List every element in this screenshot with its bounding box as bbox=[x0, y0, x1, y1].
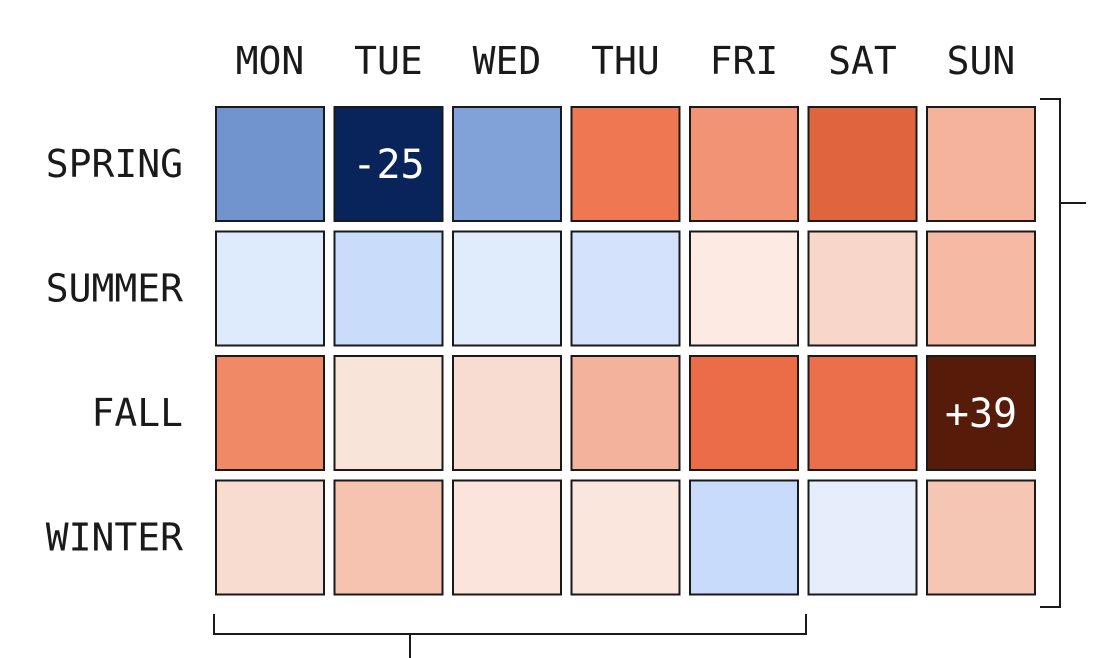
heatmap-cell-fall-mon bbox=[215, 355, 325, 471]
heatmap-cell-summer-sun bbox=[926, 230, 1036, 347]
season-label-spring: SPRING bbox=[46, 142, 183, 186]
heatmap-cell-summer-thu bbox=[570, 230, 681, 347]
heatmap-cell-fall-fri bbox=[689, 355, 799, 471]
heatmap-cells bbox=[215, 106, 1036, 596]
heatmap-cell-summer-tue bbox=[333, 230, 444, 347]
heatmap-cell-fall-sat bbox=[807, 355, 918, 471]
heatmap-cell-fall-tue bbox=[333, 355, 444, 471]
heatmap-cell-summer-fri bbox=[689, 230, 799, 347]
day-label-sat: SAT bbox=[828, 39, 897, 83]
heatmap-cell-winter-mon bbox=[215, 479, 325, 596]
heatmap-cell-spring-sun bbox=[926, 106, 1036, 222]
heatmap-cell-spring-fri bbox=[689, 106, 799, 222]
day-label-fri: FRI bbox=[710, 39, 779, 83]
season-label-summer: SUMMER bbox=[46, 267, 183, 311]
day-label-thu: THU bbox=[591, 39, 660, 83]
cell-value-label: +39 bbox=[945, 391, 1017, 437]
day-label-wed: WED bbox=[473, 39, 542, 83]
heatmap-cell-summer-sat bbox=[807, 230, 918, 347]
heatmap-cell-summer-mon bbox=[215, 230, 325, 347]
heatmap-cell-spring-thu bbox=[570, 106, 681, 222]
heatmap-cell-winter-tue bbox=[333, 479, 444, 596]
heatmap-cell-winter-sat bbox=[807, 479, 918, 596]
row-bracket bbox=[1040, 98, 1086, 608]
season-label-fall: FALL bbox=[91, 391, 183, 435]
heatmap-cell-spring-tue bbox=[333, 106, 444, 222]
heatmap-cell-labels: -25 +39 bbox=[352, 142, 1017, 437]
day-column-labels: MON TUE WED THU FRI SAT SUN bbox=[236, 39, 1016, 83]
column-bracket bbox=[213, 614, 807, 658]
brackets bbox=[213, 98, 1086, 658]
heatmap-cell-winter-fri bbox=[689, 479, 799, 596]
season-label-winter: WINTER bbox=[46, 516, 183, 560]
cell-value-label: -25 bbox=[352, 142, 424, 188]
heatmap-cell-fall-sun bbox=[926, 355, 1036, 471]
heatmap-cell-fall-thu bbox=[570, 355, 681, 471]
heatmap-cell-winter-sun bbox=[926, 479, 1036, 596]
heatmap-cell-spring-sat bbox=[807, 106, 918, 222]
heatmap-cell-spring-mon bbox=[215, 106, 325, 222]
season-row-labels: SPRING SUMMER FALL WINTER bbox=[46, 142, 183, 560]
day-label-mon: MON bbox=[236, 39, 305, 83]
heatmap-cell-winter-thu bbox=[570, 479, 681, 596]
day-label-sun: SUN bbox=[947, 39, 1016, 83]
heatmap-cell-fall-wed bbox=[452, 355, 562, 471]
day-label-tue: TUE bbox=[354, 39, 423, 83]
heatmap-cell-summer-wed bbox=[452, 230, 562, 347]
heatmap-cell-winter-wed bbox=[452, 479, 562, 596]
heatmap-cell-spring-wed bbox=[452, 106, 562, 222]
